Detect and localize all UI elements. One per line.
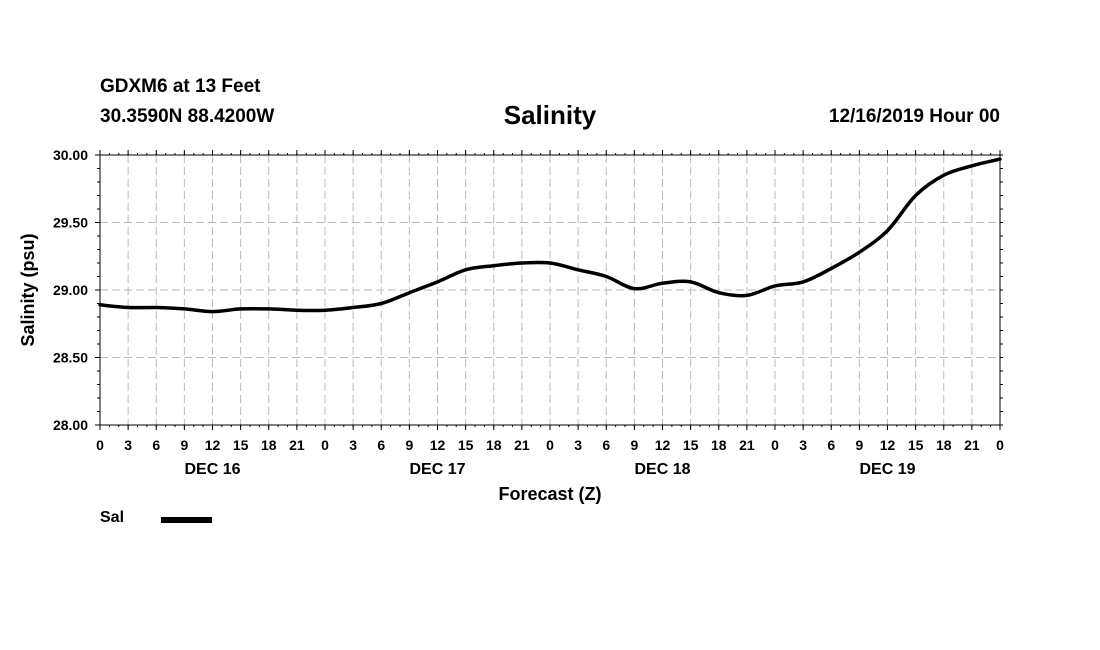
x-tick-label: 6 <box>152 437 160 453</box>
x-tick-label: 0 <box>996 437 1004 453</box>
y-tick-label: 30.00 <box>53 147 88 163</box>
legend-line-swatch <box>161 517 212 523</box>
x-tick-label: 0 <box>546 437 554 453</box>
forecast-timestamp: 12/16/2019 Hour 00 <box>828 106 1000 127</box>
x-tick-label: 6 <box>827 437 835 453</box>
y-axis-label: Salinity (psu) <box>18 233 38 346</box>
x-tick-label: 0 <box>96 437 104 453</box>
x-tick-label: 3 <box>349 437 357 453</box>
x-axis-label: Forecast (Z) <box>498 484 601 504</box>
plot-frame <box>99 154 1001 426</box>
x-tick-label: 15 <box>233 437 249 453</box>
x-tick-label: 6 <box>377 437 385 453</box>
x-tick-label: 21 <box>964 437 980 453</box>
x-tick-label: 9 <box>630 437 638 453</box>
station-label: GDXM6 at 13 Feet <box>100 76 261 97</box>
x-tick-label: 9 <box>180 437 188 453</box>
x-tick-label: 6 <box>602 437 610 453</box>
y-tick-label: 28.00 <box>53 417 88 433</box>
x-tick-label: 3 <box>574 437 582 453</box>
y-tick-label: 28.50 <box>53 350 88 366</box>
y-tick-label: 29.50 <box>53 215 88 231</box>
x-tick-label: 3 <box>799 437 807 453</box>
x-tick-label: 9 <box>405 437 413 453</box>
x-tick-label: 12 <box>880 437 896 453</box>
x-tick-label: 12 <box>430 437 446 453</box>
day-label: DEC 18 <box>634 461 690 478</box>
x-tick-label: 15 <box>683 437 699 453</box>
coordinates-label: 30.3590N 88.4200W <box>100 106 275 127</box>
x-tick-label: 18 <box>261 437 277 453</box>
x-tick-label: 12 <box>205 437 221 453</box>
x-tick-label: 12 <box>655 437 671 453</box>
legend-label: Sal <box>100 509 125 526</box>
x-tick-label: 3 <box>124 437 132 453</box>
y-tick-label: 29.00 <box>53 282 88 298</box>
day-label: DEC 19 <box>859 461 915 478</box>
x-tick-label: 0 <box>321 437 329 453</box>
x-tick-label: 18 <box>936 437 952 453</box>
day-label: DEC 16 <box>184 461 240 478</box>
x-tick-label: 21 <box>739 437 755 453</box>
x-tick-label: 21 <box>289 437 305 453</box>
x-tick-label: 18 <box>711 437 727 453</box>
x-tick-label: 21 <box>514 437 530 453</box>
chart-title: Salinity <box>503 100 597 130</box>
day-label: DEC 17 <box>409 461 465 478</box>
x-tick-label: 15 <box>908 437 924 453</box>
x-tick-label: 0 <box>771 437 779 453</box>
x-tick-label: 9 <box>855 437 863 453</box>
x-tick-label: 18 <box>486 437 502 453</box>
x-tick-label: 15 <box>458 437 474 453</box>
